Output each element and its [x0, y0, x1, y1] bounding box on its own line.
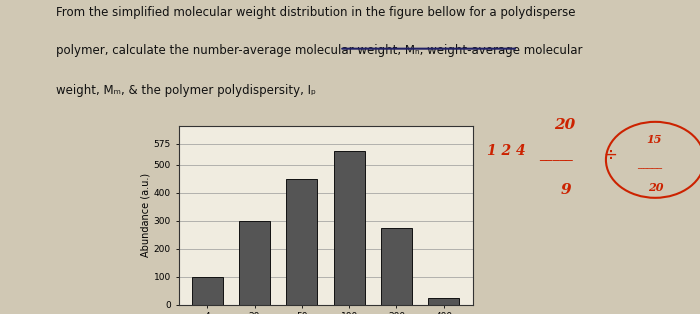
Text: ─────: ─────: [539, 155, 573, 165]
Bar: [192, 277, 223, 305]
Text: 20: 20: [554, 118, 575, 132]
Text: polymer, calculate the number-average molecular weight, Mₙ, weight-average molec: polymer, calculate the number-average mo…: [56, 44, 582, 57]
Text: ÷: ÷: [603, 146, 617, 164]
Text: 1 2 4: 1 2 4: [487, 143, 526, 158]
Bar: [239, 221, 270, 305]
Y-axis label: Abundance (a.u.): Abundance (a.u.): [141, 173, 150, 257]
Text: 20: 20: [648, 182, 664, 193]
Text: weight, Mₘ, & the polymer polydispersity, Iₚ: weight, Mₘ, & the polymer polydispersity…: [56, 84, 316, 96]
Bar: [334, 151, 365, 305]
Text: From the simplified molecular weight distribution in the figure bellow for a pol: From the simplified molecular weight dis…: [56, 6, 575, 19]
Text: 9: 9: [561, 183, 572, 198]
Text: ─────: ─────: [637, 163, 662, 172]
Bar: [286, 179, 317, 305]
Bar: [428, 298, 459, 305]
Text: 15: 15: [646, 133, 662, 144]
Bar: [381, 228, 412, 305]
